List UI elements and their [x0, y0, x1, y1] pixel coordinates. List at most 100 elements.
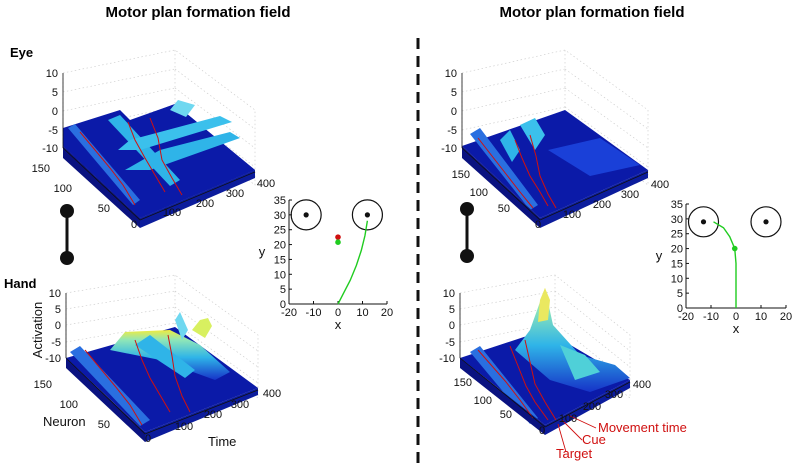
- left-trajectory-trajectory-line: [337, 220, 369, 305]
- left-trajectory-y-tick-label: 0: [280, 299, 286, 311]
- right-eye-time-tick: 200: [593, 199, 611, 211]
- right-trajectory-marker-green: [731, 245, 738, 252]
- right-eye-time-tick: 0: [535, 219, 541, 231]
- right-trajectory-target-ring: [687, 206, 720, 238]
- left-trajectory-x-tick-label: 0: [335, 307, 341, 319]
- left-trajectory-target-dot: [303, 212, 309, 218]
- right-trajectory-target-dot: [700, 219, 707, 225]
- right-hand-time-tick: 300: [605, 389, 623, 401]
- left-hand-neuron-tick: 100: [60, 399, 78, 411]
- target-annotation: Target: [556, 446, 593, 461]
- eye-row-label: Eye: [10, 45, 33, 60]
- left-trajectory-x-tick-label: -20: [281, 307, 297, 319]
- left-hand-neuron-tick: 150: [34, 379, 52, 391]
- hand-row-label: Hand: [4, 276, 37, 291]
- left-trajectory-x-axis-label: x: [335, 317, 342, 332]
- left-eye-time-tick: 200: [196, 198, 214, 210]
- right-trajectory-x-axis-label: x: [733, 321, 740, 336]
- left-eye-z-tick: 10: [46, 68, 58, 80]
- left-eye-neuron-tick: 100: [54, 183, 72, 195]
- right-trajectory-x-tick-label: 20: [780, 311, 792, 323]
- right-eye-time-tick: 300: [621, 189, 639, 201]
- left-trajectory-y-tick-label: 5: [280, 284, 286, 296]
- left-eye-time-tick: 300: [226, 188, 244, 200]
- right-hand-neuron-tick: 50: [500, 409, 512, 421]
- left-trajectory-marker-red: [335, 234, 341, 240]
- left-eye-z-tick: 5: [52, 87, 58, 99]
- right-hand-neuron-tick: 150: [454, 377, 472, 389]
- left-eye-time-tick: 0: [131, 219, 137, 231]
- left-hand-time-tick: 100: [175, 421, 193, 433]
- right-eye-time-tick: 400: [651, 179, 669, 191]
- right-hand-time-tick: 0: [539, 425, 545, 437]
- right-trajectory-y-tick-label: 10: [671, 273, 683, 285]
- right-hand-time-tick: 200: [583, 401, 601, 413]
- right-hand-z-tick: 10: [443, 288, 455, 300]
- left-trajectory-plot: -20 -10 0 10 20 0 5 10 15 20 25 30 35 x y: [259, 195, 393, 332]
- left-eye-surface-plot: 10 5 0 -5 -10 150 100 50 0 100 200 300 4…: [32, 49, 275, 231]
- right-hand-time-tick: 400: [633, 379, 651, 391]
- right-hand-z-tick: 5: [449, 304, 455, 316]
- activation-axis-label: Activation: [30, 302, 45, 358]
- right-eye-z-tick: 10: [445, 68, 457, 80]
- right-eye-surface-plot: 10 5 0 -5 -10 150 100 50 0 100 200 300 4…: [441, 49, 669, 231]
- movement-time-annotation: Movement time: [598, 420, 687, 435]
- right-trajectory-target-ring: [750, 206, 782, 238]
- right-trajectory-y-tick-label: 5: [677, 288, 683, 300]
- neuron-axis-label: Neuron: [43, 414, 86, 429]
- left-trajectory-y-tick-label: 35: [274, 195, 286, 207]
- left-hand-z-tick: 10: [49, 288, 61, 300]
- time-axis-label: Time: [208, 434, 236, 449]
- right-trajectory-plot: -20 -10 0 10 20 0 5 10 15 20 25 30 35 x y: [656, 199, 792, 336]
- left-trajectory-y-tick-label: 10: [274, 269, 286, 281]
- right-eye-z-tick: 5: [451, 87, 457, 99]
- right-eye-z-tick: -5: [447, 125, 457, 137]
- left-hand-time-tick: 0: [145, 433, 151, 445]
- right-trajectory-x-tick-label: -20: [678, 311, 694, 323]
- right-eye-neuron-tick: 50: [498, 203, 510, 215]
- right-trajectory-y-tick-label: 20: [671, 244, 683, 256]
- left-hand-z-tick: -10: [45, 353, 61, 365]
- left-hand-time-tick: 300: [231, 399, 249, 411]
- right-eye-z-tick: -10: [441, 143, 457, 155]
- left-hand-time-tick: 400: [263, 388, 281, 400]
- left-hand-neuron-tick: 50: [98, 419, 110, 431]
- right-trajectory-y-tick-label: 30: [671, 214, 683, 226]
- left-trajectory-target-ring: [351, 199, 383, 231]
- left-eye-z-tick: -10: [42, 143, 58, 155]
- right-trajectory-trajectory-line: [713, 221, 737, 308]
- right-eye-z-tick: 0: [451, 106, 457, 118]
- left-trajectory-marker-green: [335, 239, 341, 245]
- eye-hand-link-icon-left: [60, 204, 74, 265]
- right-trajectory-y-axis-label: y: [656, 248, 663, 263]
- left-eye-z-tick: -5: [48, 125, 58, 137]
- left-eye-neuron-tick: 50: [98, 203, 110, 215]
- right-trajectory-x-tick-label: 0: [733, 311, 739, 323]
- left-eye-time-tick: 400: [257, 178, 275, 190]
- right-trajectory-y-tick-label: 25: [671, 229, 683, 241]
- left-trajectory-target-dot: [364, 212, 370, 218]
- left-trajectory-x-tick-label: -10: [306, 307, 322, 319]
- left-trajectory-y-tick-label: 20: [274, 240, 286, 252]
- left-hand-z-tick: 5: [55, 304, 61, 316]
- right-trajectory-x-tick-label: -10: [703, 311, 719, 323]
- left-title: Motor plan formation field: [106, 4, 291, 21]
- left-trajectory-x-tick-label: 10: [356, 307, 368, 319]
- left-eye-neuron-tick: 150: [32, 163, 50, 175]
- right-trajectory-target-dot: [763, 219, 769, 225]
- right-hand-surface-plot: Movement time Cue Target 10 5 0 -5 -10 1…: [439, 274, 687, 461]
- eye-hand-link-icon-right: [460, 202, 474, 263]
- left-trajectory-y-axis-label: y: [259, 244, 266, 259]
- right-hand-z-tick: -5: [445, 337, 455, 349]
- right-eye-neuron-tick: 150: [452, 169, 470, 181]
- right-hand-z-tick: 0: [449, 320, 455, 332]
- left-eye-time-tick: 100: [163, 207, 181, 219]
- left-trajectory-y-tick-label: 25: [274, 225, 286, 237]
- left-hand-z-tick: -5: [51, 337, 61, 349]
- left-hand-z-tick: 0: [55, 320, 61, 332]
- right-hand-neuron-tick: 100: [474, 395, 492, 407]
- left-trajectory-target-ring: [290, 199, 322, 231]
- right-title: Motor plan formation field: [500, 4, 685, 21]
